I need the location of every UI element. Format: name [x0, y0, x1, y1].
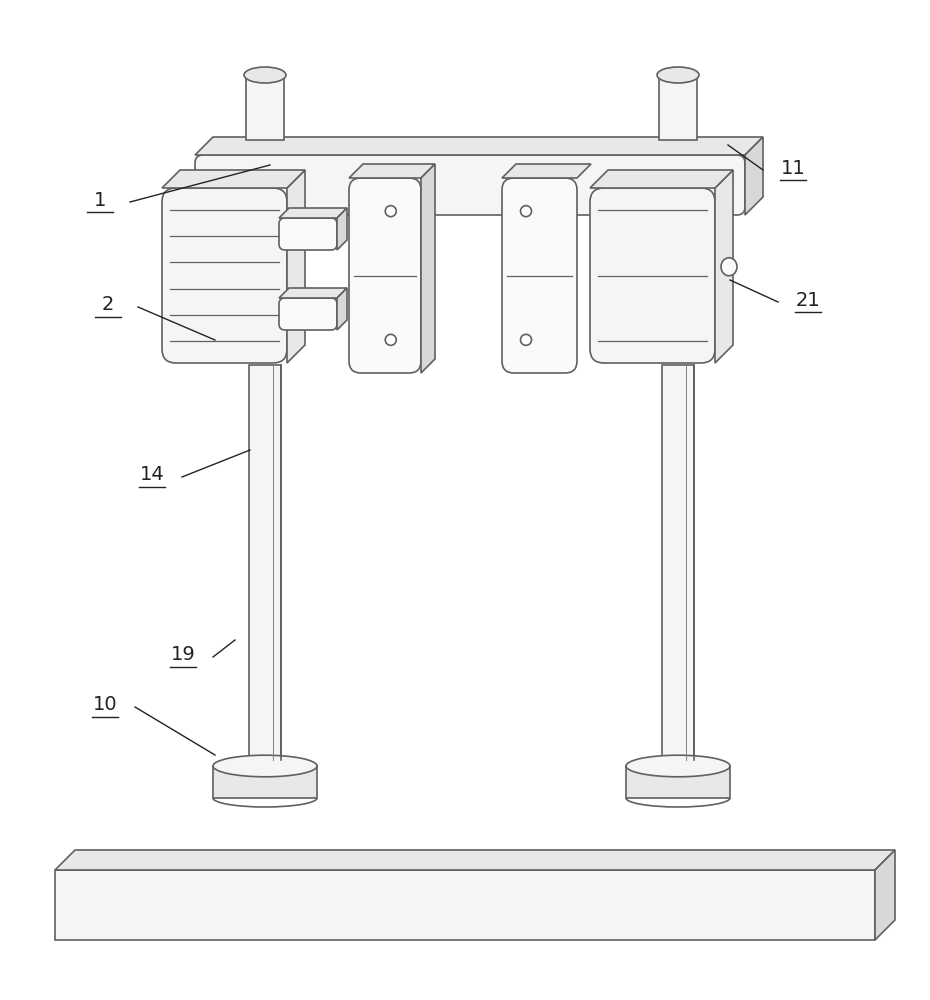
Polygon shape [745, 137, 763, 215]
Polygon shape [246, 75, 284, 140]
Polygon shape [195, 137, 763, 155]
Ellipse shape [721, 258, 737, 276]
Polygon shape [279, 208, 347, 218]
Text: 19: 19 [170, 646, 195, 664]
Polygon shape [213, 766, 317, 798]
Polygon shape [421, 164, 435, 373]
Ellipse shape [657, 67, 699, 83]
Polygon shape [502, 164, 591, 178]
Polygon shape [337, 208, 347, 250]
Polygon shape [715, 170, 733, 363]
Polygon shape [349, 164, 435, 178]
Text: 1: 1 [94, 190, 106, 210]
Polygon shape [55, 850, 895, 870]
Ellipse shape [244, 67, 286, 83]
Ellipse shape [521, 206, 532, 217]
Ellipse shape [213, 755, 317, 777]
Polygon shape [875, 850, 895, 940]
Polygon shape [590, 170, 733, 188]
Polygon shape [662, 365, 694, 760]
FancyBboxPatch shape [195, 155, 745, 215]
Text: 14: 14 [140, 466, 165, 485]
Ellipse shape [385, 334, 396, 345]
Polygon shape [287, 170, 305, 363]
Polygon shape [626, 766, 730, 798]
Polygon shape [659, 75, 697, 140]
Ellipse shape [385, 206, 396, 217]
Ellipse shape [626, 755, 730, 777]
Polygon shape [249, 365, 281, 760]
FancyBboxPatch shape [279, 218, 337, 250]
Text: 11: 11 [780, 158, 805, 178]
FancyBboxPatch shape [590, 188, 715, 363]
Text: 21: 21 [796, 290, 820, 310]
Polygon shape [337, 288, 347, 330]
FancyBboxPatch shape [502, 178, 577, 373]
Text: 10: 10 [93, 696, 117, 714]
FancyBboxPatch shape [279, 298, 337, 330]
Polygon shape [162, 170, 305, 188]
Text: 2: 2 [101, 296, 114, 314]
FancyBboxPatch shape [162, 188, 287, 363]
Ellipse shape [521, 334, 532, 345]
FancyBboxPatch shape [349, 178, 421, 373]
Polygon shape [279, 288, 347, 298]
Polygon shape [55, 870, 875, 940]
